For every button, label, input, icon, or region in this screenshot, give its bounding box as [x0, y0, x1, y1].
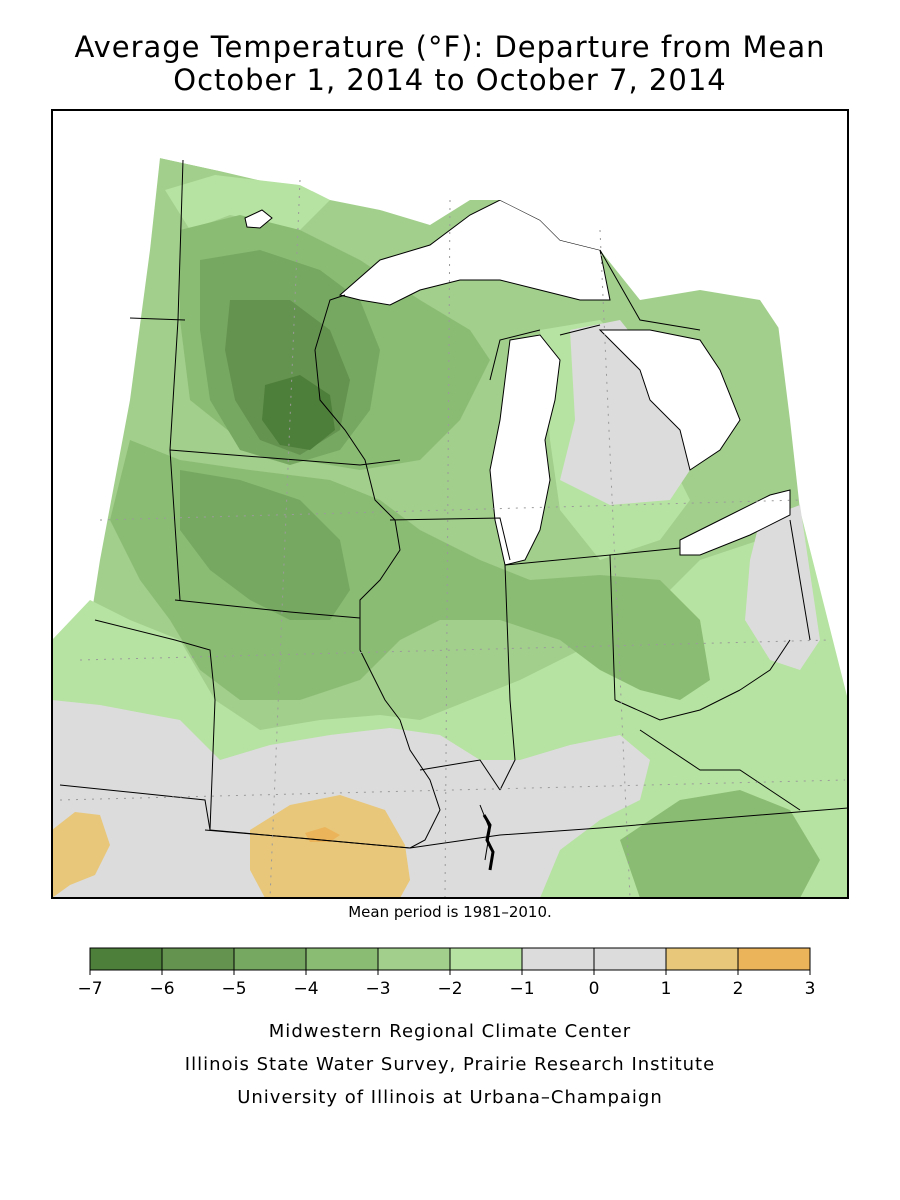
legend-tick-label: 3: [805, 979, 816, 999]
legend-tick-label: −1: [509, 979, 534, 999]
credit-line-1: Midwestern Regional Climate Center: [268, 1021, 632, 1042]
map-title-line1: Average Temperature (°F): Departure from…: [74, 30, 826, 64]
mean-period-note: Mean period is 1981–2010.: [348, 903, 552, 921]
legend-swatch: [305, 947, 379, 971]
map-title-line2: October 1, 2014 to October 7, 2014: [173, 63, 727, 97]
legend-tick-label: −7: [77, 979, 102, 999]
legend-swatch: [89, 947, 163, 971]
credit-line-2: Illinois State Water Survey, Prairie Res…: [184, 1054, 716, 1075]
canada-north: [160, 110, 848, 330]
legend-swatch: [377, 947, 451, 971]
legend-tick-label: −6: [149, 979, 174, 999]
legend-tick-label: −3: [365, 979, 390, 999]
legend-tick-label: 1: [661, 979, 672, 999]
lake-erie: [679, 489, 791, 556]
map-frame: [51, 109, 849, 899]
legend-tick-label: −5: [221, 979, 246, 999]
contour-warmer-spot: [305, 827, 340, 842]
legend-tick-label: 2: [733, 979, 744, 999]
legend-swatch: [665, 947, 739, 971]
contour-darker-green-ia: [180, 470, 350, 620]
legend-tick-label: −2: [437, 979, 462, 999]
legend-colorbar: −7 −6 −5 −4 −3 −2 −1 0 1 2 3: [77, 947, 816, 999]
contour-neutral-east: [745, 505, 820, 670]
legend-swatch: [449, 947, 523, 971]
contour-light-green-nw: [165, 175, 330, 230]
map-area: [52, 110, 848, 898]
contour-warm-ks: [250, 795, 410, 898]
lake-michigan: [489, 334, 561, 566]
contour-warm-sw: [52, 812, 110, 898]
state-boundaries: [59, 159, 848, 861]
contour-darkest-green: [262, 375, 335, 450]
lake-huron: [598, 329, 741, 471]
credit-line-3: University of Illinois at Urbana–Champai…: [237, 1087, 663, 1108]
lake-of-the-woods: [244, 209, 273, 229]
contour-medium-green-se: [620, 790, 820, 898]
graticule: [59, 179, 846, 898]
river-detail: [482, 814, 495, 871]
legend-tick-label: −4: [293, 979, 318, 999]
temperature-departure-map: −7 −6 −5 −4 −3 −2 −1 0 1 2 3: [51, 109, 849, 999]
legend-swatch: [737, 947, 811, 971]
legend-swatch: [593, 947, 667, 971]
legend-swatch: [161, 947, 235, 971]
legend-tick-label: 0: [589, 979, 600, 999]
contour-neutral-mi: [560, 320, 690, 505]
lake-superior: [338, 199, 611, 306]
legend-swatch: [521, 947, 595, 971]
legend-swatch: [233, 947, 307, 971]
